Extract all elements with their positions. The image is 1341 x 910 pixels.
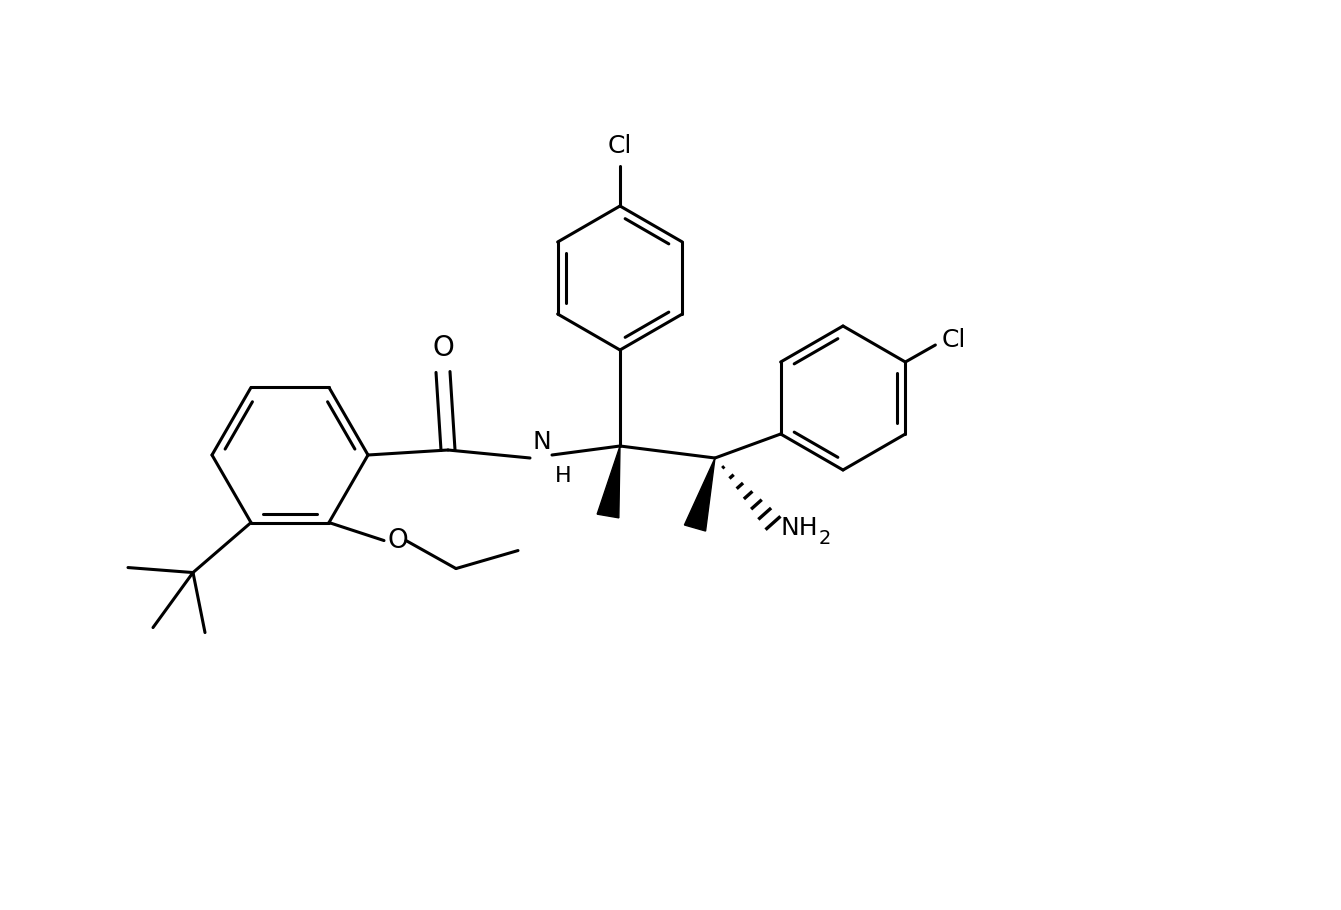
- Polygon shape: [597, 446, 620, 518]
- Text: O: O: [388, 528, 409, 553]
- Text: Cl: Cl: [941, 328, 966, 352]
- Text: N: N: [532, 430, 551, 454]
- Text: Cl: Cl: [607, 134, 632, 158]
- Polygon shape: [684, 458, 715, 531]
- Text: O: O: [432, 334, 453, 362]
- Text: H: H: [555, 466, 571, 486]
- Text: 2: 2: [819, 530, 831, 549]
- Text: NH: NH: [780, 516, 818, 540]
